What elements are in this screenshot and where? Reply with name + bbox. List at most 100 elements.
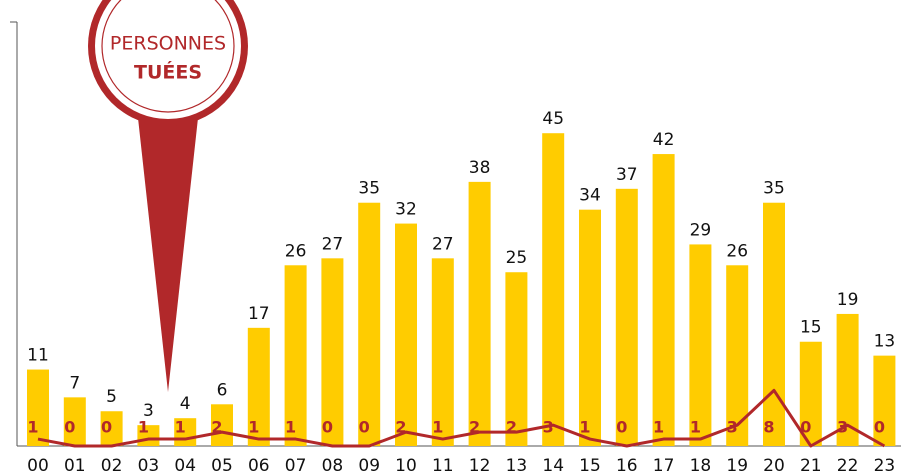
bar-value-label: 29	[690, 220, 712, 240]
x-tick-label: 00	[27, 456, 49, 476]
x-tick-label: 04	[174, 456, 196, 476]
bar-value-label: 27	[322, 234, 344, 254]
x-tick-label: 18	[690, 456, 712, 476]
line-value-label: 1	[690, 418, 701, 437]
line-value-label: 0	[322, 418, 333, 437]
x-tick-label: 01	[64, 456, 86, 476]
bar-value-label: 4	[180, 394, 191, 414]
callout-line2: TUÉES	[134, 61, 202, 84]
callout-ring	[101, 0, 235, 113]
bar	[689, 244, 712, 446]
bar	[27, 369, 49, 446]
x-tick-label: 02	[101, 456, 123, 476]
bar-value-label: 7	[69, 373, 80, 393]
bar	[63, 397, 86, 446]
x-tick-label: 08	[322, 456, 344, 476]
bar-value-label: 37	[616, 165, 638, 185]
line-value-label: 0	[874, 418, 885, 437]
x-tick-label: 20	[763, 456, 785, 476]
line-value-label: 2	[211, 418, 222, 437]
bar	[247, 327, 270, 446]
callout-pointer	[138, 118, 198, 392]
bar	[836, 313, 859, 446]
bar-value-label: 35	[763, 179, 785, 199]
line-value-label: 1	[432, 418, 443, 437]
bar	[321, 258, 344, 446]
bar-value-label: 25	[506, 248, 528, 268]
bar-value-label: 11	[27, 346, 49, 366]
bar	[468, 181, 491, 447]
bar	[431, 258, 454, 446]
line-value-label: 0	[359, 418, 370, 437]
x-tick-label: 19	[726, 456, 748, 476]
x-tick-label: 14	[542, 456, 564, 476]
line	[37, 388, 886, 448]
bar	[100, 411, 123, 446]
x-tick-label: 07	[285, 456, 307, 476]
line-value-label: 0	[64, 418, 75, 437]
bar	[395, 223, 417, 446]
line-value-label: 0	[800, 418, 811, 437]
x-tick-label: 11	[432, 456, 454, 476]
line-value-label: 0	[101, 418, 112, 437]
x-tick-label: 16	[616, 456, 638, 476]
bar-value-label: 13	[874, 332, 896, 352]
bar	[211, 404, 233, 446]
bar-value-label: 19	[837, 290, 859, 310]
bar-value-label: 27	[432, 234, 454, 254]
line-value-label: 1	[653, 418, 664, 437]
line-value-label: 1	[27, 418, 38, 437]
line-value-label: 1	[285, 418, 296, 437]
x-tick-label: 06	[248, 456, 270, 476]
bar-value-label: 42	[653, 130, 675, 150]
bar	[358, 202, 381, 446]
bar	[284, 265, 307, 446]
x-tick-label: 21	[800, 456, 822, 476]
bar-value-label: 35	[358, 179, 380, 199]
line-value-label: 3	[727, 418, 738, 437]
bar-value-label: 38	[469, 158, 491, 178]
bar	[726, 265, 749, 446]
bar-value-label: 32	[395, 200, 417, 220]
callout-inner	[95, 0, 241, 119]
x-tick-label: 12	[469, 456, 491, 476]
bar-value-label: 15	[800, 318, 822, 338]
bar	[615, 188, 638, 446]
line-value-label: 0	[616, 418, 627, 437]
x-tick-label: 10	[395, 456, 417, 476]
line-value-label: 3	[543, 418, 554, 437]
bar-value-label: 34	[579, 186, 601, 206]
x-tick-label: 03	[138, 456, 160, 476]
x-tick-label: 15	[579, 456, 601, 476]
bar-value-label: 45	[542, 109, 564, 129]
line-value-label: 8	[763, 418, 774, 437]
line-value-label: 1	[138, 418, 149, 437]
line-value-label: 3	[837, 418, 848, 437]
x-tick-label: 22	[837, 456, 859, 476]
bar-value-label: 5	[106, 387, 117, 407]
x-tick-label: 09	[358, 456, 380, 476]
line-value-label: 2	[469, 418, 480, 437]
x-tick-label: 23	[874, 456, 896, 476]
callout-line1: PERSONNES	[110, 33, 226, 55]
line-value-label: 2	[395, 418, 406, 437]
callout: PERSONNES TUÉES	[88, 0, 248, 392]
bar	[799, 341, 822, 446]
bar-value-label: 26	[726, 241, 748, 261]
x-tick-label: 13	[506, 456, 528, 476]
bar-value-label: 3	[143, 401, 154, 421]
bar	[579, 209, 601, 446]
line-value-label: 1	[248, 418, 259, 437]
line-value-label: 2	[506, 418, 517, 437]
line-value-label: 1	[579, 418, 590, 437]
bar	[505, 272, 528, 446]
bar-value-label: 17	[248, 304, 270, 324]
x-tick-label: 05	[211, 456, 233, 476]
bar	[763, 202, 785, 446]
bar-value-label: 6	[217, 380, 228, 400]
bar	[542, 133, 565, 446]
x-tick-label: 17	[653, 456, 675, 476]
bar-value-label: 26	[285, 241, 307, 261]
